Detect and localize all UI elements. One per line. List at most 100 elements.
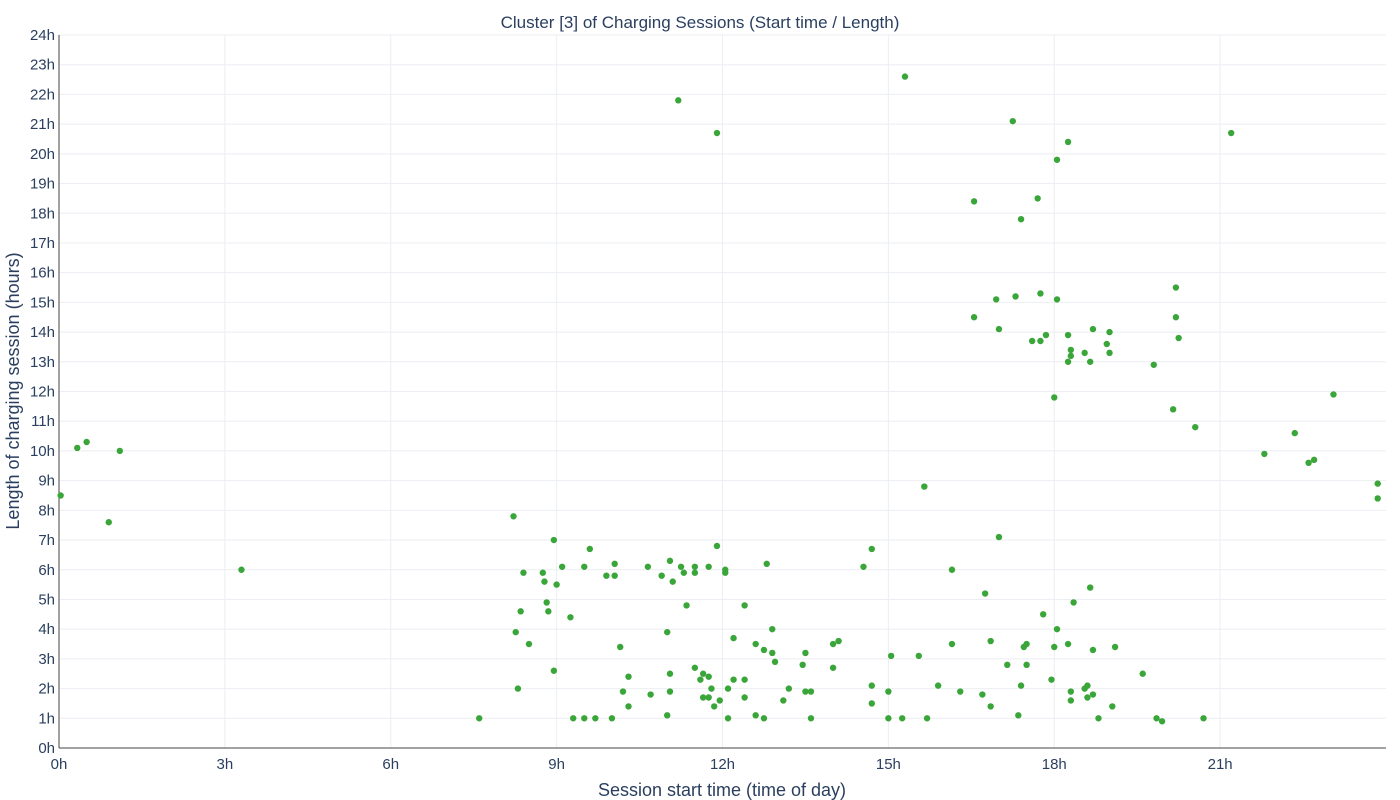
data-point[interactable] [238,566,245,573]
data-point[interactable] [724,715,732,722]
data-point[interactable] [558,563,566,570]
data-point[interactable] [1106,328,1113,336]
data-point[interactable] [1017,215,1025,223]
data-point[interactable] [1158,718,1166,725]
data-point[interactable] [617,643,624,651]
data-point[interactable] [898,715,906,722]
data-point[interactable] [1310,456,1318,464]
data-point[interactable] [1053,296,1061,303]
data-point[interactable] [785,685,793,692]
data-point[interactable] [868,545,875,553]
data-point[interactable] [716,697,723,704]
data-point[interactable] [105,519,112,526]
data-point[interactable] [1053,625,1061,633]
data-point[interactable] [705,694,712,701]
data-point[interactable] [1004,661,1011,669]
data-point[interactable] [74,444,81,452]
data-point[interactable] [608,715,616,722]
data-point[interactable] [1009,117,1016,125]
data-point[interactable] [586,545,593,553]
data-point[interactable] [713,129,721,137]
data-point[interactable] [619,688,627,695]
data-point[interactable] [1086,584,1094,591]
data-point[interactable] [541,578,548,585]
data-point[interactable] [1172,284,1180,291]
data-point[interactable] [1023,640,1030,648]
data-point[interactable] [1064,331,1072,339]
data-point[interactable] [860,563,867,570]
data-point[interactable] [1291,429,1298,437]
data-point[interactable] [1192,423,1199,431]
data-point[interactable] [514,685,522,692]
data-point[interactable] [1089,691,1097,698]
data-point[interactable] [1150,361,1157,368]
data-point[interactable] [1037,337,1044,345]
data-point[interactable] [970,314,978,321]
data-point[interactable] [476,715,483,722]
data-point[interactable] [995,533,1003,541]
data-point[interactable] [760,646,768,654]
data-point[interactable] [1051,643,1058,651]
data-point[interactable] [57,492,64,499]
data-point[interactable] [1051,394,1058,401]
data-point[interactable] [868,700,875,707]
data-point[interactable] [1103,340,1110,348]
data-point[interactable] [520,569,527,576]
data-point[interactable] [708,685,715,692]
data-point[interactable] [1064,138,1072,146]
data-point[interactable] [987,703,994,710]
data-point[interactable] [752,640,759,648]
data-point[interactable] [722,569,729,576]
data-point[interactable] [1067,688,1075,695]
data-point[interactable] [995,325,1003,333]
data-point[interactable] [1039,611,1047,618]
data-point[interactable] [625,673,632,680]
data-point[interactable] [116,447,124,455]
data-point[interactable] [752,712,759,719]
data-point[interactable] [1261,450,1268,458]
data-point[interactable] [981,590,989,597]
data-point[interactable] [741,602,748,609]
data-point[interactable] [705,563,712,570]
data-point[interactable] [1084,694,1091,701]
data-point[interactable] [1111,643,1119,651]
data-point[interactable] [1089,325,1097,333]
data-point[interactable] [987,637,994,645]
data-point[interactable] [691,563,699,570]
data-point[interactable] [680,569,687,576]
data-point[interactable] [1109,703,1116,710]
data-point[interactable] [1042,331,1050,339]
data-point[interactable] [1070,599,1077,606]
data-point[interactable] [553,581,560,588]
data-point[interactable] [887,652,895,660]
data-point[interactable] [581,715,588,722]
data-point[interactable] [741,676,748,683]
data-point[interactable] [669,578,676,585]
data-point[interactable] [1067,697,1075,704]
data-point[interactable] [581,563,588,570]
data-point[interactable] [510,513,517,520]
data-point[interactable] [1169,406,1177,413]
data-point[interactable] [545,608,552,615]
data-point[interactable] [611,560,618,568]
data-point[interactable] [915,652,922,660]
data-point[interactable] [1015,712,1022,719]
data-point[interactable] [658,572,665,579]
data-point[interactable] [1305,459,1312,466]
data-point[interactable] [948,640,956,648]
data-point[interactable] [1034,195,1041,202]
data-point[interactable] [683,602,690,609]
data-point[interactable] [1023,661,1030,669]
data-point[interactable] [724,685,732,692]
data-point[interactable] [730,634,737,642]
data-point[interactable] [829,640,837,648]
data-point[interactable] [741,694,748,701]
data-point[interactable] [550,536,558,544]
data-point[interactable] [1095,715,1102,722]
data-point[interactable] [829,664,837,671]
data-point[interactable] [550,667,558,674]
data-point[interactable] [1048,676,1055,683]
data-point[interactable] [921,483,928,490]
data-point[interactable] [677,563,685,570]
data-point[interactable] [512,628,519,636]
